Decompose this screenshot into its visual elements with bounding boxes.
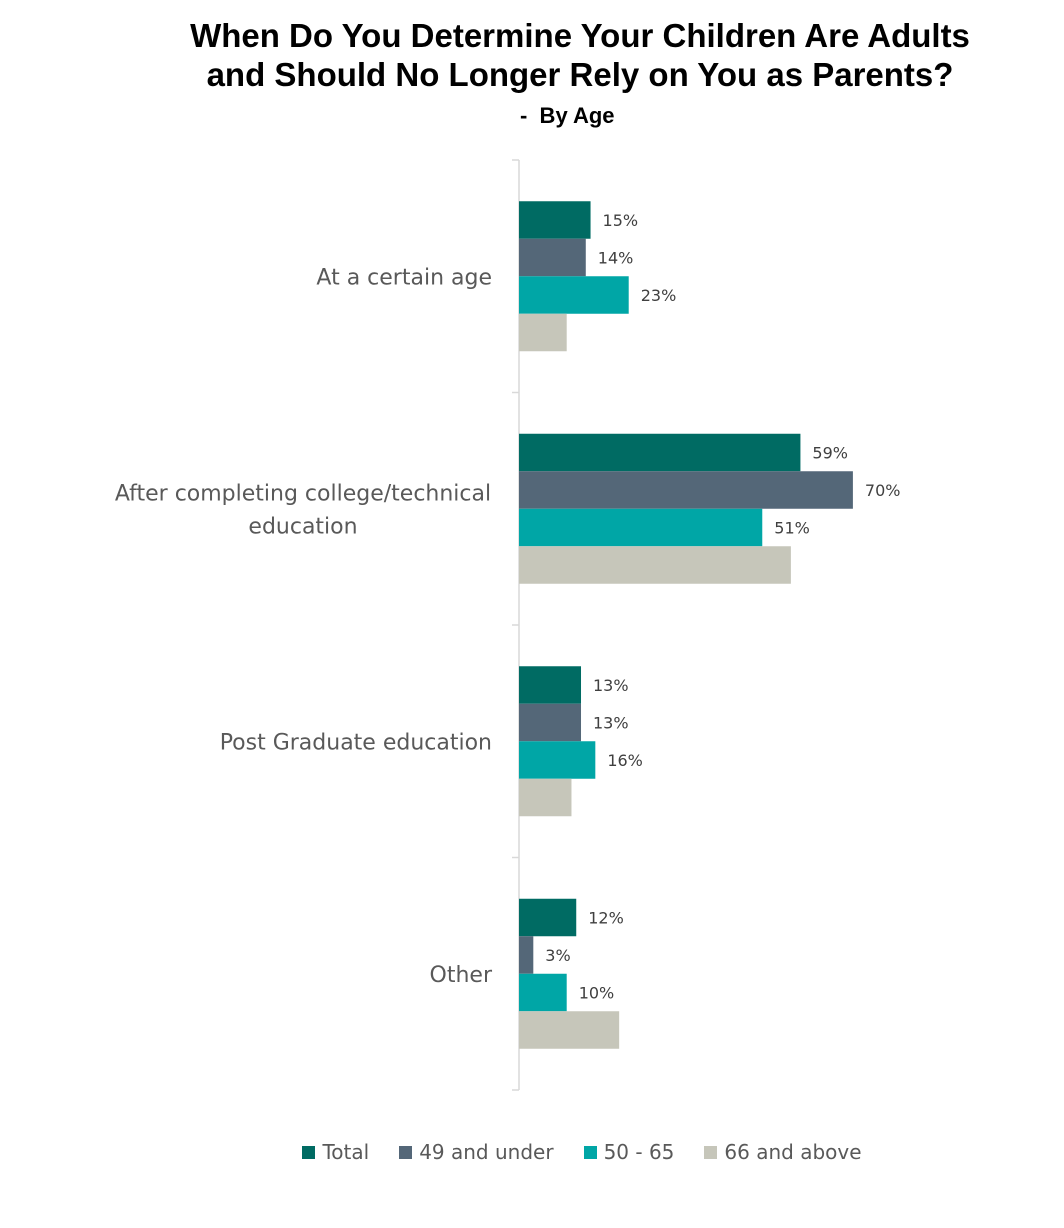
bar-0-1 — [519, 433, 801, 472]
legend-label: Total — [322, 1140, 370, 1164]
data-label: 13% — [593, 714, 629, 733]
bar-1-1 — [519, 471, 853, 509]
legend-item: 49 and under — [399, 1140, 554, 1164]
bar-2-0 — [519, 276, 629, 314]
chart-title-line-1: When Do You Determine Your Children Are … — [190, 17, 970, 54]
data-label: 15% — [603, 211, 639, 230]
legend-label: 66 and above — [724, 1140, 862, 1164]
category-label: Other — [430, 963, 493, 988]
chart-title-line-2: and Should No Longer Rely on You as Pare… — [206, 56, 954, 93]
bar-0-0 — [519, 201, 591, 239]
data-label: 10% — [579, 984, 615, 1003]
legend-label: 49 and under — [419, 1140, 554, 1164]
category-label: After completing college/technical — [115, 481, 491, 506]
data-label: 13% — [593, 676, 629, 695]
bar-0-3 — [519, 898, 577, 937]
data-label: 3% — [545, 946, 570, 965]
bar-2-3 — [519, 973, 567, 1012]
bar-1-0 — [519, 238, 586, 277]
data-label: 59% — [812, 444, 848, 463]
bar-3-1 — [519, 546, 791, 584]
data-label: 14% — [598, 249, 634, 268]
category-label: At a certain age — [316, 265, 492, 290]
bar-3-0 — [519, 313, 567, 352]
data-label: 12% — [588, 909, 624, 928]
data-label: 23% — [641, 286, 677, 305]
legend-item: Total — [302, 1140, 369, 1164]
bar-2-1 — [519, 508, 763, 547]
legend-swatch — [302, 1145, 316, 1159]
chart-title: When Do You Determine Your Children Are … — [120, 16, 1040, 94]
legend-item: 50 - 65 — [583, 1140, 675, 1164]
chart-subtitle: - By Age — [520, 103, 615, 128]
bar-3-2 — [519, 778, 572, 817]
bar-3-3 — [519, 1011, 620, 1049]
data-label: 51% — [774, 519, 810, 538]
legend-swatch — [399, 1145, 413, 1159]
bar-0-2 — [519, 666, 582, 704]
chart-legend: Total 49 and under 50 - 65 66 and above — [0, 1140, 1064, 1164]
bar-1-2 — [519, 703, 582, 742]
legend-swatch — [704, 1145, 718, 1159]
data-label: 16% — [607, 751, 643, 770]
legend-item: 66 and above — [704, 1140, 862, 1164]
bar-1-3 — [519, 936, 534, 974]
category-label: Post Graduate education — [220, 730, 492, 755]
legend-swatch — [583, 1145, 597, 1159]
legend-label: 50 - 65 — [603, 1140, 675, 1164]
data-label: 70% — [865, 481, 901, 500]
category-label: education — [248, 514, 357, 539]
bar-2-2 — [519, 741, 596, 779]
